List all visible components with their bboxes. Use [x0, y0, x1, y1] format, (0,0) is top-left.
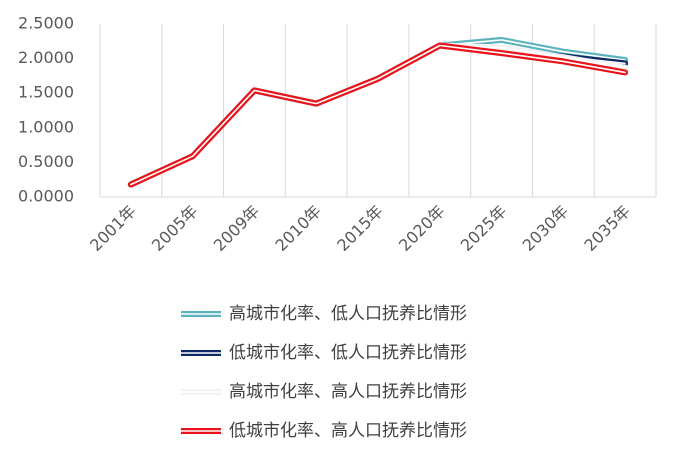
x-tick-label: 2035年 [580, 201, 634, 255]
series-lines [127, 36, 629, 188]
legend-label: 高城市化率、高人口抚养比情形 [229, 382, 467, 402]
legend: 高城市化率、低人口抚养比情形低城市化率、低人口抚养比情形高城市化率、高人口抚养比… [181, 304, 467, 441]
x-tick-label: 2001年 [86, 201, 140, 255]
legend-item: 高城市化率、高人口抚养比情形 [181, 382, 467, 402]
y-tick-label: 2.5000 [18, 14, 74, 33]
series-line-3 [127, 42, 629, 188]
legend-label: 低城市化率、高人口抚养比情形 [229, 421, 467, 441]
x-tick-label: 2020年 [395, 201, 449, 255]
x-tick-label: 2010年 [271, 201, 325, 255]
x-tick-label: 2009年 [210, 201, 264, 255]
x-tick-label: 2005年 [148, 201, 202, 255]
x-tick-label: 2025年 [457, 201, 511, 255]
x-tick-label: 2030年 [519, 201, 573, 255]
y-tick-label: 2.0000 [18, 48, 74, 67]
legend-item: 低城市化率、高人口抚养比情形 [181, 421, 467, 441]
y-tick-label: 1.0000 [18, 117, 74, 136]
grid-lines [99, 24, 657, 198]
x-tick-label: 2015年 [333, 201, 387, 255]
y-axis-tick-labels: 0.0000 0.5000 1.0000 1.5000 2.0000 2.5000 [18, 14, 74, 206]
legend-label: 高城市化率、低人口抚养比情形 [229, 304, 467, 324]
series-line-2 [127, 42, 629, 188]
legend-label: 低城市化率、低人口抚养比情形 [229, 343, 467, 363]
x-axis-tick-labels: 2001年 2005年 2009年 2010年 2015年 2020年 2025年 2030年… [86, 201, 634, 255]
series-line-4 [127, 42, 629, 188]
y-tick-label: 0.5000 [18, 152, 74, 171]
legend-item: 低城市化率、低人口抚养比情形 [181, 343, 467, 363]
y-tick-label: 1.5000 [18, 83, 74, 102]
y-tick-label: 0.0000 [18, 187, 74, 206]
legend-item: 高城市化率、低人口抚养比情形 [181, 304, 467, 324]
